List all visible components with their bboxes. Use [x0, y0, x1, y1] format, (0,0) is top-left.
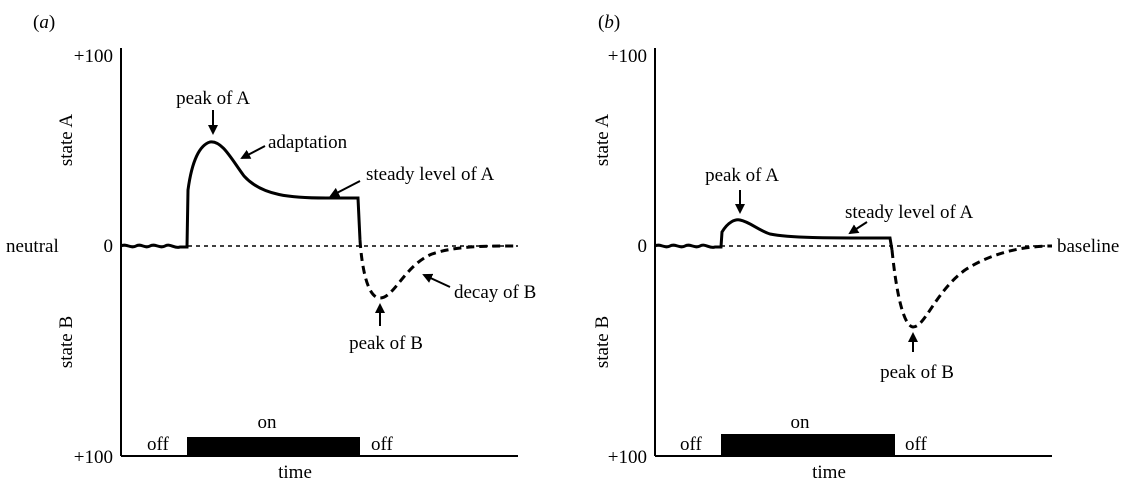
panel-a-stimulus-bar	[187, 437, 360, 456]
panel-a-state-b-curve	[358, 239, 519, 300]
panel-b: (b) +100 0 +100 baseline state A state B…	[592, 12, 1119, 481]
panel-a-state-a-curve	[120, 140, 362, 249]
panel-a: (a) +100 0 +100 neutral state A state B …	[6, 12, 536, 481]
panel-b-stimulus-bar	[721, 434, 895, 456]
panel-a-steady-a-arrow	[329, 180, 361, 197]
panel-a-zero-value: 0	[104, 236, 114, 257]
panel-a-top-value: +100	[74, 46, 113, 67]
panel-b-steady-a-arrow	[848, 221, 868, 235]
panel-a-neutral-label: neutral	[6, 236, 59, 257]
panel-b-baseline-label: baseline	[1057, 236, 1119, 257]
panel-a-decay-b-label: decay of B	[454, 282, 536, 303]
panel-a-bottom-value: +100	[74, 447, 113, 468]
panel-b-steady-a-label: steady level of A	[845, 202, 973, 223]
panel-b-zero-value: 0	[638, 236, 648, 257]
panel-a-adaptation-label: adaptation	[268, 132, 348, 153]
panel-b-state-b-label: state B	[592, 316, 613, 368]
panel-b-stimulus-off-before: off	[680, 434, 702, 455]
panel-b-state-a-curve	[654, 218, 894, 251]
panel-b-label: (b)	[598, 12, 620, 33]
panel-b-bottom-value: +100	[608, 447, 647, 468]
panel-b-time-label: time	[812, 462, 846, 481]
panel-a-state-a-label: state A	[56, 114, 77, 167]
panel-b-stimulus-on: on	[791, 412, 811, 433]
panel-a-peak-b-label: peak of B	[349, 333, 423, 354]
panel-b-peak-a-label: peak of A	[705, 165, 779, 186]
panel-b-state-a-label: state A	[592, 114, 613, 167]
panel-b-stimulus-off-after: off	[905, 434, 927, 455]
panel-a-decay-b-arrow	[422, 273, 451, 288]
panel-a-stimulus-off-after: off	[371, 434, 393, 455]
panel-b-state-b-curve	[890, 244, 1053, 329]
panel-a-stimulus-off-before: off	[147, 434, 169, 455]
panel-a-stimulus-on: on	[258, 412, 278, 433]
panel-a-time-label: time	[278, 462, 312, 481]
panel-b-top-value: +100	[608, 46, 647, 67]
panel-b-peak-b-label: peak of B	[880, 362, 954, 383]
panel-a-steady-a-label: steady level of A	[366, 164, 494, 185]
panel-a-peak-a-label: peak of A	[176, 88, 250, 109]
panel-a-state-b-label: state B	[56, 316, 77, 368]
panel-a-label: (a)	[33, 12, 55, 33]
panel-a-adaptation-arrow	[240, 145, 266, 159]
